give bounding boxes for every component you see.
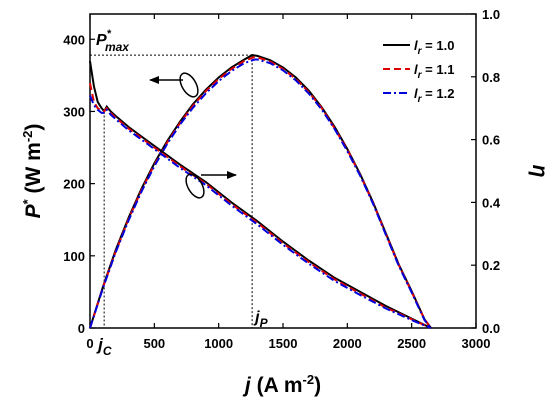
x-tick-label: 1000 bbox=[204, 336, 233, 351]
y-right-axis-title: η bbox=[528, 165, 550, 178]
plot-frame bbox=[89, 13, 477, 329]
x-tick-label: 3000 bbox=[462, 336, 491, 351]
efficiency-curve-line bbox=[89, 82, 432, 329]
y-left-tick-label: 100 bbox=[63, 249, 85, 264]
pmax-label: P* max bbox=[96, 28, 130, 54]
x-tick-label: 2000 bbox=[333, 336, 362, 351]
x-axis-title: j (A m-2) bbox=[242, 372, 321, 397]
y-left-tick-label: 0 bbox=[78, 321, 85, 336]
legend-entry-label: lr = 1.1 bbox=[414, 62, 454, 81]
power-curve-ellipse bbox=[179, 72, 199, 98]
efficiency-curve-line bbox=[89, 60, 432, 329]
y-right-tick-label: 0.4 bbox=[482, 195, 501, 210]
y-left-tick-label: 200 bbox=[63, 177, 85, 192]
x-tick-label: 1500 bbox=[269, 336, 298, 351]
y-right-tick-label: 0.0 bbox=[482, 321, 500, 336]
efficiency-curve-ellipse bbox=[185, 173, 205, 199]
y-right-tick-label: 1.0 bbox=[482, 7, 500, 22]
x-tick-label: 0 bbox=[86, 336, 93, 351]
y-right-tick-label: 0.6 bbox=[482, 133, 500, 148]
y-left-axis-title: P* (W m-2) bbox=[20, 124, 45, 219]
y-right-tick-label: 0.2 bbox=[482, 258, 500, 273]
jc-label: jC bbox=[96, 335, 112, 358]
y-left-tick-label: 400 bbox=[63, 32, 85, 47]
legend-entry-label: lr = 1.0 bbox=[414, 38, 454, 57]
x-tick-label: 500 bbox=[143, 336, 165, 351]
power-curve-line bbox=[89, 58, 432, 329]
y-left-tick-label: 300 bbox=[63, 104, 85, 119]
y-right-tick-label: 0.8 bbox=[482, 70, 500, 85]
jp-label: jP bbox=[253, 309, 268, 330]
efficiency-curve-line bbox=[89, 95, 432, 329]
legend-entry-label: lr = 1.2 bbox=[414, 86, 454, 105]
x-tick-label: 2500 bbox=[397, 336, 426, 351]
